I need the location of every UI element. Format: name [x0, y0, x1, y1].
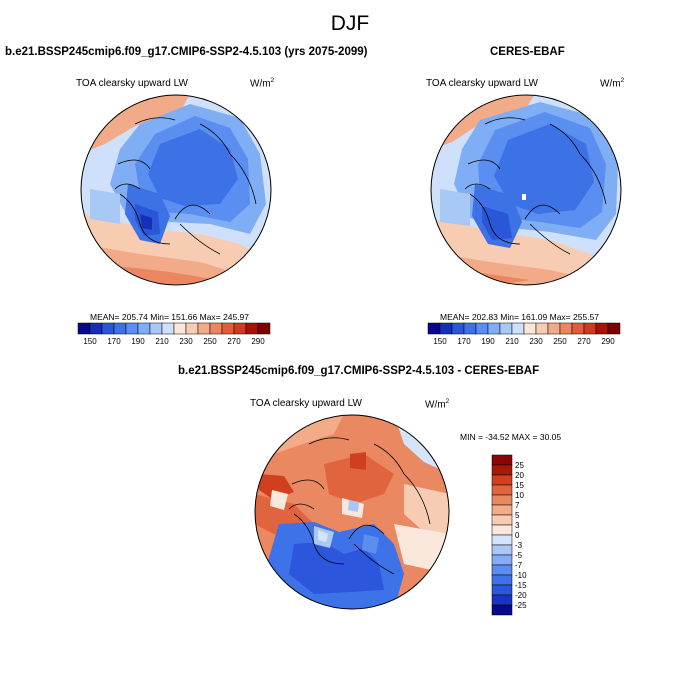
obs-variable-label: TOA clearsky upward LW — [426, 78, 538, 89]
model-variable-label: TOA clearsky upward LW — [76, 78, 188, 89]
model-panel-title: b.e21.BSSP245cmip6.f09_g17.CMIP6-SSP2-4.… — [5, 46, 368, 58]
colorbar-tick-label: -15 — [515, 581, 527, 590]
colorbar-swatch — [491, 544, 513, 556]
colorbar-swatch — [511, 322, 525, 335]
figure-title: DJF — [330, 12, 370, 35]
model-polar-map — [80, 94, 272, 286]
colorbar-tick-label: 150 — [433, 337, 447, 346]
colorbar-tick-label: -25 — [515, 601, 527, 610]
colorbar-swatch — [491, 524, 513, 536]
colorbar-swatch — [185, 322, 199, 335]
colorbar-swatch — [491, 484, 513, 496]
diff-panel-title: b.e21.BSSP245cmip6.f09_g17.CMIP6-SSP2-4.… — [178, 365, 540, 377]
colorbar-tick-label: 190 — [481, 337, 495, 346]
colorbar-swatch — [535, 322, 549, 335]
colorbar-swatch — [559, 322, 573, 335]
colorbar-swatch — [137, 322, 151, 335]
colorbar-tick-label: 270 — [577, 337, 591, 346]
colorbar-tick-label: 150 — [83, 337, 97, 346]
colorbar-tick-label: 250 — [203, 337, 217, 346]
colorbar-swatch — [233, 322, 247, 335]
colorbar-swatch — [113, 322, 127, 335]
colorbar-tick-label: -20 — [515, 591, 527, 600]
colorbar-tick-label: 0 — [515, 531, 520, 540]
model-stats: MEAN= 205.74 Min= 151.66 Max= 245.97 — [90, 312, 250, 322]
colorbar-swatch — [161, 322, 175, 335]
colorbar-swatch — [491, 534, 513, 546]
colorbar-tick-label: 15 — [515, 481, 524, 490]
colorbar-swatch — [439, 322, 453, 335]
colorbar-swatch — [209, 322, 223, 335]
colorbar-swatch — [491, 464, 513, 476]
colorbar-swatch — [491, 554, 513, 566]
colorbar-tick-label: 7 — [515, 501, 520, 510]
colorbar-tick-label: -3 — [515, 541, 523, 550]
colorbar-tick-label: 250 — [553, 337, 567, 346]
colorbar-swatch — [491, 454, 513, 466]
colorbar-tick-label: 210 — [155, 337, 169, 346]
colorbar-swatch — [257, 322, 271, 335]
obs-colorbar: 150 170 190 210 230 250 270 290 — [427, 322, 621, 346]
colorbar-swatch — [547, 322, 561, 335]
colorbar-tick-label: 210 — [505, 337, 519, 346]
colorbar-tick-label: -5 — [515, 551, 523, 560]
obs-stats: MEAN= 202.83 Min= 161.09 Max= 255.57 — [440, 312, 600, 322]
colorbar-swatch — [491, 564, 513, 576]
colorbar-swatch — [463, 322, 477, 335]
colorbar-swatch — [491, 474, 513, 486]
colorbar-tick-label: 290 — [601, 337, 615, 346]
colorbar-swatch — [491, 594, 513, 606]
colorbar-swatch — [491, 504, 513, 516]
colorbar-swatch — [523, 322, 537, 335]
colorbar-swatch — [491, 494, 513, 506]
diff-units-label: W/m2 — [425, 398, 450, 411]
colorbar-tick-label: 3 — [515, 521, 520, 530]
colorbar-tick-label: 270 — [227, 337, 241, 346]
colorbar-swatch — [499, 322, 513, 335]
colorbar-swatch — [101, 322, 115, 335]
colorbar-tick-label: -10 — [515, 571, 527, 580]
colorbar-tick-label: 170 — [457, 337, 471, 346]
colorbar-swatch — [571, 322, 585, 335]
colorbar-swatch — [173, 322, 187, 335]
colorbar-tick-label: 25 — [515, 461, 524, 470]
colorbar-swatch — [595, 322, 609, 335]
colorbar-swatch — [149, 322, 163, 335]
colorbar-swatch — [491, 514, 513, 526]
colorbar-tick-label: 230 — [179, 337, 193, 346]
colorbar-swatch — [583, 322, 597, 335]
colorbar-swatch — [451, 322, 465, 335]
colorbar-swatch — [89, 322, 103, 335]
model-colorbar: 150 170 190 210 230 250 270 290 — [77, 322, 271, 346]
colorbar-tick-label: 290 — [251, 337, 265, 346]
colorbar-tick-label: -7 — [515, 561, 523, 570]
colorbar-swatch — [221, 322, 235, 335]
colorbar-swatch — [475, 322, 489, 335]
colorbar-swatch — [245, 322, 259, 335]
diff-stats: MIN = -34.52 MAX = 30.05 — [460, 432, 562, 442]
diff-variable-label: TOA clearsky upward LW — [250, 398, 362, 409]
colorbar-tick-label: 5 — [515, 511, 520, 520]
colorbar-tick-label: 230 — [529, 337, 543, 346]
colorbar-swatch — [197, 322, 211, 335]
colorbar-swatch — [125, 322, 139, 335]
colorbar-swatch — [491, 574, 513, 586]
colorbar-swatch — [491, 604, 513, 616]
colorbar-tick-label: 20 — [515, 471, 524, 480]
colorbar-swatch — [487, 322, 501, 335]
colorbar-tick-label: 10 — [515, 491, 524, 500]
colorbar-swatch — [77, 322, 91, 335]
obs-units-label: W/m2 — [600, 77, 625, 90]
colorbar-tick-label: 170 — [107, 337, 121, 346]
diff-polar-map — [254, 414, 450, 610]
colorbar-swatch — [427, 322, 441, 335]
obs-polar-map — [430, 94, 622, 286]
model-units-label: W/m2 — [250, 77, 275, 90]
colorbar-swatch — [607, 322, 621, 335]
colorbar-swatch — [491, 584, 513, 596]
obs-panel-title: CERES-EBAF — [490, 46, 565, 58]
colorbar-tick-label: 190 — [131, 337, 145, 346]
